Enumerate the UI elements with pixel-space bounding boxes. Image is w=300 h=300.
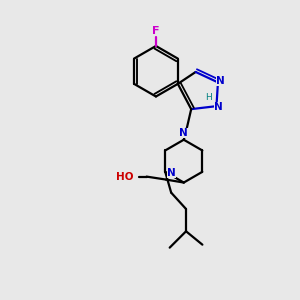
Text: N: N <box>167 168 176 178</box>
Text: HO: HO <box>116 172 133 182</box>
Text: F: F <box>152 26 160 35</box>
Text: N: N <box>214 102 223 112</box>
Text: N: N <box>179 128 188 138</box>
Text: N: N <box>216 76 225 86</box>
Text: H: H <box>205 93 211 102</box>
